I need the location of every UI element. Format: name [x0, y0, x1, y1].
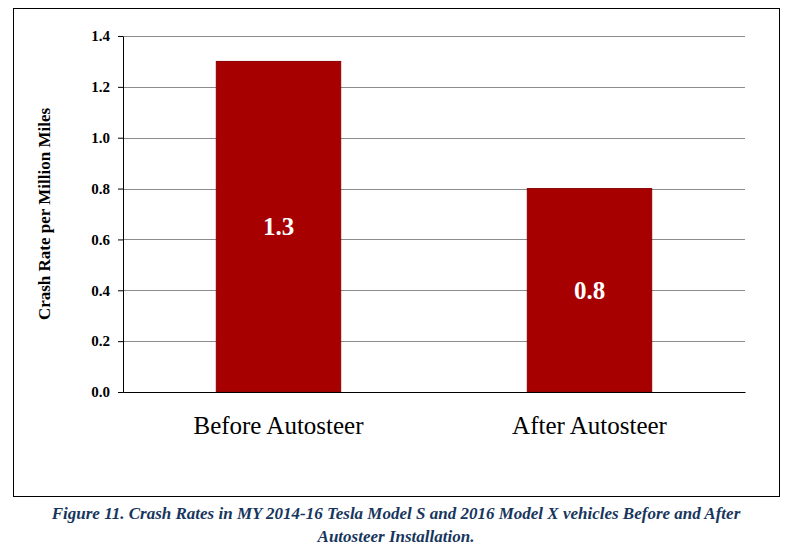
y-tick-mark — [118, 87, 123, 88]
data-labels: 1.3 0.8 — [263, 213, 605, 304]
y-tick: 0.6 — [91, 232, 123, 248]
caption: Figure 11. Crash Rates in MY 2014-16 Tes… — [26, 502, 766, 548]
y-tick-mark — [118, 392, 123, 393]
bar — [527, 189, 651, 392]
y-tick-mark — [118, 138, 123, 139]
bar — [216, 61, 340, 392]
grid-line — [123, 36, 745, 37]
y-tick-mark — [118, 239, 123, 240]
y-tick: 1.4 — [91, 28, 123, 44]
y-tick-mark — [118, 36, 123, 37]
bars — [216, 61, 651, 392]
y-axis-title: Crash Rate per Million Miles — [35, 108, 54, 321]
grid-line — [123, 392, 745, 393]
y-tick: 1.2 — [91, 79, 123, 95]
y-tick-label: 1.0 — [91, 130, 110, 146]
y-tick-label: 0.2 — [91, 333, 110, 349]
y-axis: 0.0 0.2 0.4 0.6 0.8 1.0 1.2 1.4 — [91, 28, 123, 400]
y-tick-label: 0.6 — [91, 232, 110, 248]
chart: 0.0 0.2 0.4 0.6 0.8 1.0 1.2 1.4 Before Autosteer… — [0, 0, 792, 558]
page: 0.0 0.2 0.4 0.6 0.8 1.0 1.2 1.4 Before Autosteer… — [0, 0, 792, 558]
data-label: 1.3 — [263, 213, 294, 240]
y-axis-line — [123, 37, 124, 393]
y-tick: 0.2 — [91, 333, 123, 349]
grid — [123, 37, 745, 393]
y-tick: 0.8 — [91, 181, 123, 197]
y-tick-mark — [118, 341, 123, 342]
y-tick-label: 0.8 — [91, 181, 110, 197]
x-tick: Before Autosteer — [193, 392, 364, 439]
x-axis-line — [124, 392, 746, 393]
y-tick-label: 1.2 — [91, 79, 110, 95]
x-tick-label: Before Autosteer — [193, 412, 364, 439]
y-tick-label: 1.4 — [91, 28, 110, 44]
x-tick: After Autosteer — [512, 392, 667, 439]
y-tick-label: 0.4 — [91, 283, 110, 299]
chart-border — [14, 9, 780, 497]
y-tick-label: 0.0 — [91, 384, 110, 400]
x-axis: Before Autosteer After Autosteer — [124, 392, 746, 439]
y-tick: 0.0 — [91, 384, 123, 400]
x-tick-label: After Autosteer — [512, 412, 667, 439]
y-tick-mark — [118, 189, 123, 190]
y-tick-mark — [118, 290, 123, 291]
data-label: 0.8 — [574, 277, 605, 304]
y-tick: 1.0 — [91, 130, 123, 146]
y-tick: 0.4 — [91, 283, 123, 299]
